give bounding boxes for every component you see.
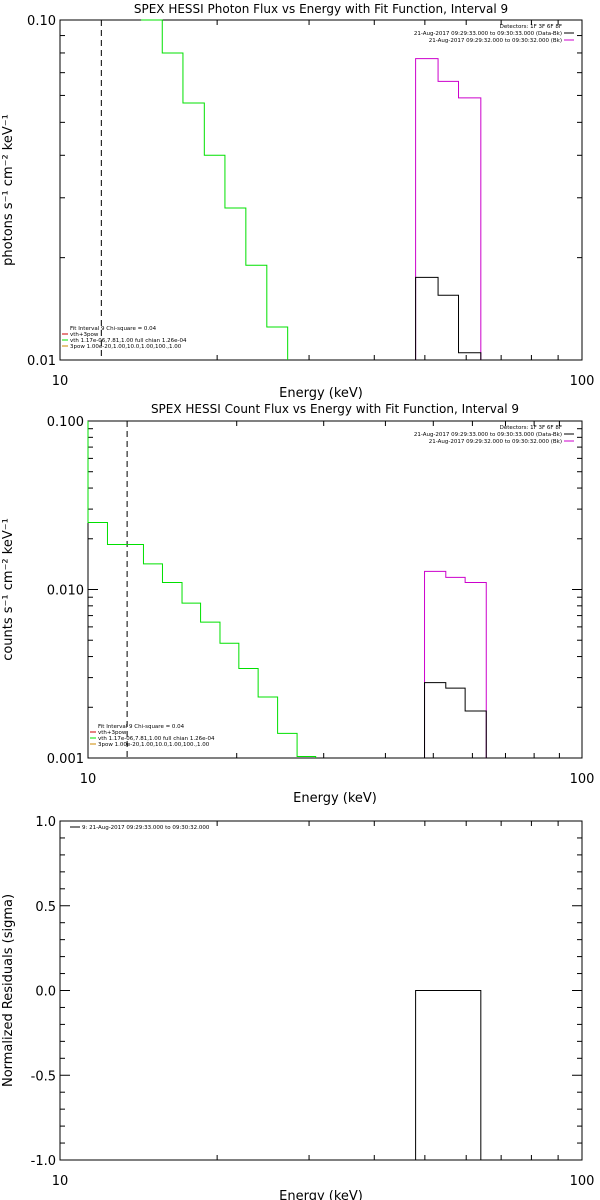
legend-fit-item: vth+3pow (70, 332, 99, 338)
y-tick-label: 0.0 (35, 985, 56, 1000)
series-black-line (424, 682, 487, 758)
legend-fit-item: vth 1.17e-06,7.81,1.00 full chian 1.26e-… (98, 736, 215, 742)
plot-frame (59, 820, 583, 1161)
x-tick-label: 10 (52, 374, 69, 389)
series-black-line (415, 276, 482, 360)
y-tick-label: 0.100 (47, 415, 84, 430)
plot-frame (59, 19, 583, 361)
y-tick-label: -1.0 (31, 1154, 56, 1169)
legend-top-item: 21-Aug-2017 09:29:32.000 to 09:30:32.000… (429, 439, 562, 445)
y-tick-label: 0.01 (27, 354, 56, 369)
x-tick-label: 100 (570, 374, 595, 389)
legend-fit-item: 3pow 1.00e-20,1.00,10.0,1.00,100.,1.00 (70, 344, 182, 350)
legend-fit-item: Fit Interval 9 Chi-square = 0.04 (70, 326, 157, 332)
legend-top-item: 21-Aug-2017 09:29:33.000 to 09:30:33.000… (414, 31, 562, 37)
x-tick-label: 10 (80, 772, 97, 787)
x-axis-label: Energy (keV) (279, 1189, 363, 1200)
series-green-line (141, 19, 289, 360)
legend-top-item: 9: 21-Aug-2017 09:29:33.000 to 09:30:32.… (82, 825, 210, 831)
series-magenta-line (424, 570, 487, 758)
x-tick-label: 10 (52, 1174, 69, 1189)
y-tick-label: 0.10 (27, 14, 56, 29)
x-axis-label: Energy (keV) (293, 791, 377, 806)
x-tick-label: 100 (570, 1174, 595, 1189)
legend-fit-item: vth+3pow (98, 730, 127, 736)
y-tick-label: 0.010 (47, 584, 84, 599)
legend-top-item: Detectors: 1F 3F 6F 8F (500, 425, 562, 431)
y-tick-label: 0.001 (47, 752, 84, 767)
legend-top-item: 21-Aug-2017 09:29:33.000 to 09:30:33.000… (414, 432, 562, 438)
y-axis-label: photons s⁻¹ cm⁻² keV⁻¹ (1, 114, 16, 266)
legend-fit-item: Fit Interval 9 Chi-square = 0.04 (98, 724, 185, 730)
legend-fit-item: vth 1.17e-06,7.81,1.00 full chian 1.26e-… (70, 338, 187, 344)
legend-fit-item: 3pow 1.00e-20,1.00,10.0,1.00,100.,1.00 (98, 742, 210, 748)
chart-title: SPEX HESSI Count Flux vs Energy with Fit… (151, 402, 519, 416)
chart-title: SPEX HESSI Photon Flux vs Energy with Fi… (134, 2, 508, 16)
y-tick-label: 1.0 (35, 815, 56, 830)
y-tick-label: 0.5 (35, 900, 56, 915)
y-tick-label: -0.5 (31, 1069, 56, 1084)
series-black-line (415, 990, 482, 1160)
plot-frame (87, 420, 583, 759)
series-magenta-line (415, 58, 482, 360)
x-axis-label: Energy (keV) (279, 386, 363, 401)
legend-top-item: Detectors: 1F 3F 6F 8F (500, 24, 562, 30)
y-axis-label: Normalized Residuals (sigma) (1, 894, 16, 1087)
legend-top-item: 21-Aug-2017 09:29:32.000 to 09:30:32.000… (429, 38, 562, 44)
y-axis-label: counts s⁻¹ cm⁻² keV⁻¹ (1, 518, 16, 661)
x-tick-label: 100 (570, 772, 595, 787)
series-green-line (87, 421, 317, 758)
